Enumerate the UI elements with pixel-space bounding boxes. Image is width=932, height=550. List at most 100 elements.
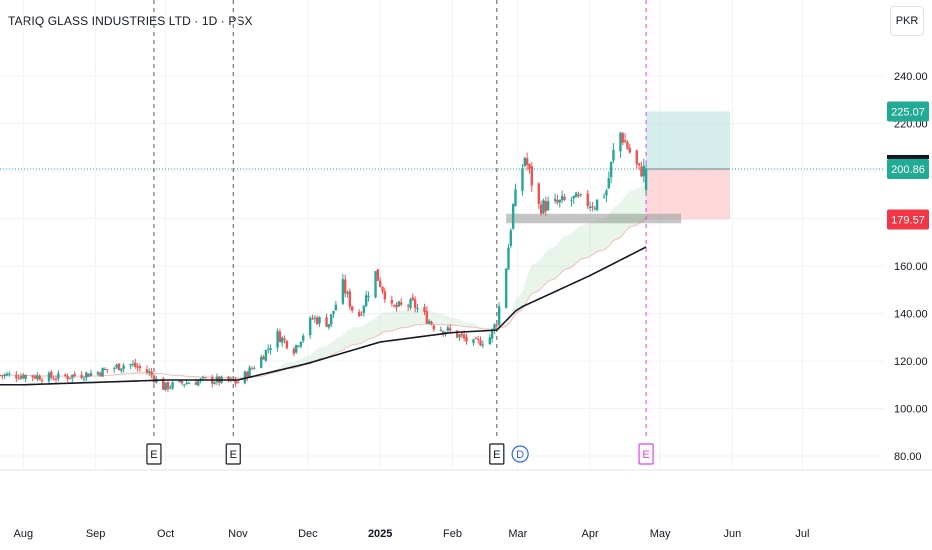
ma-200-line xyxy=(0,246,647,386)
candle-body xyxy=(640,166,643,177)
x-tick-label: Mar xyxy=(508,528,527,540)
candle-body xyxy=(1,375,4,377)
candle-body xyxy=(430,321,433,325)
candle-body xyxy=(162,378,165,390)
candle-body xyxy=(234,379,237,384)
candle-body xyxy=(227,376,230,382)
candle-body xyxy=(297,345,300,347)
candle-body xyxy=(68,377,72,379)
candle-body xyxy=(248,367,251,377)
candle-body xyxy=(595,199,599,210)
candle-body xyxy=(316,317,319,325)
candle-body xyxy=(507,247,510,270)
candle-body xyxy=(490,329,494,339)
candle-body xyxy=(15,374,18,379)
candle-body xyxy=(99,372,102,376)
candle-body xyxy=(574,192,578,198)
candle-body xyxy=(341,279,345,304)
candle-body xyxy=(497,306,501,325)
candle-body xyxy=(134,362,137,367)
y-tick-label: 80.00 xyxy=(894,451,922,463)
candle-body xyxy=(378,280,382,287)
candle-body xyxy=(423,307,426,313)
candle-body xyxy=(71,374,74,379)
chart-title: TARIQ GLASS INDUSTRIES LTD · 1D · PSX xyxy=(8,14,253,28)
candle-body xyxy=(344,279,347,294)
candle-body xyxy=(593,208,596,210)
candle-body xyxy=(474,337,478,339)
candle-body xyxy=(332,311,335,314)
earnings-marker-label: E xyxy=(493,449,500,461)
candle-body xyxy=(117,363,121,371)
candle-body xyxy=(544,201,547,212)
candle-body xyxy=(644,168,648,190)
candle-body xyxy=(276,331,279,348)
candle-body xyxy=(262,356,265,360)
candle-body xyxy=(309,317,312,336)
candle-body xyxy=(148,371,151,373)
candle-body xyxy=(33,376,37,379)
candle-body xyxy=(334,304,338,311)
candle-body xyxy=(619,132,622,152)
candle-body xyxy=(376,269,380,281)
candle-body xyxy=(399,302,403,305)
candle-body xyxy=(528,163,531,169)
candle-body xyxy=(260,356,263,368)
candle-body xyxy=(183,384,186,386)
y-tick-label: 120.00 xyxy=(894,356,928,368)
candle-body xyxy=(201,377,205,379)
candle-body xyxy=(113,367,116,370)
candle-body xyxy=(246,371,249,378)
candle-body xyxy=(166,382,170,390)
candle-body xyxy=(560,195,564,201)
candle-body xyxy=(455,330,459,338)
candle-body xyxy=(556,200,559,203)
candle-body xyxy=(539,204,543,214)
candle-body xyxy=(85,372,88,378)
candle-body xyxy=(330,314,333,325)
candle-body xyxy=(138,366,142,369)
candle-body xyxy=(311,318,314,320)
candle-body xyxy=(171,382,174,389)
candle-body xyxy=(591,206,594,208)
candle-body xyxy=(64,374,67,376)
candle-body xyxy=(504,268,508,308)
candle-body xyxy=(364,295,368,307)
candle-body xyxy=(164,382,167,390)
candle-body xyxy=(129,364,132,366)
candle-body xyxy=(602,196,606,198)
candle-body xyxy=(5,373,9,376)
candle-body xyxy=(572,195,575,199)
candle-body xyxy=(243,371,247,384)
candle-body xyxy=(416,308,419,310)
candle-body xyxy=(465,336,468,342)
candle-body xyxy=(579,194,582,196)
candle-body xyxy=(367,295,370,297)
candle-body xyxy=(0,375,2,377)
candle-body xyxy=(66,376,69,379)
candle-body xyxy=(495,324,499,326)
candle-body xyxy=(395,304,398,308)
candle-body xyxy=(283,338,286,340)
candle-body xyxy=(269,348,272,351)
candle-body xyxy=(327,324,331,328)
earnings-marker-label: E xyxy=(642,449,649,461)
candle-body xyxy=(57,373,60,379)
candle-body xyxy=(351,306,354,311)
candle-body xyxy=(169,387,172,389)
currency-button[interactable]: PKR xyxy=(890,6,924,36)
candle-body xyxy=(295,344,298,353)
candle-body xyxy=(626,142,629,149)
candle-body xyxy=(623,140,627,143)
candle-body xyxy=(197,380,200,386)
zones-layer xyxy=(0,111,884,224)
candle-body xyxy=(479,340,482,346)
candle-body xyxy=(40,380,44,382)
candle-body xyxy=(302,335,305,341)
candle-body xyxy=(635,150,638,164)
dividend-marker-label: D xyxy=(516,449,524,461)
candle-body xyxy=(185,382,188,385)
y-tick-label: 100.00 xyxy=(894,404,928,416)
